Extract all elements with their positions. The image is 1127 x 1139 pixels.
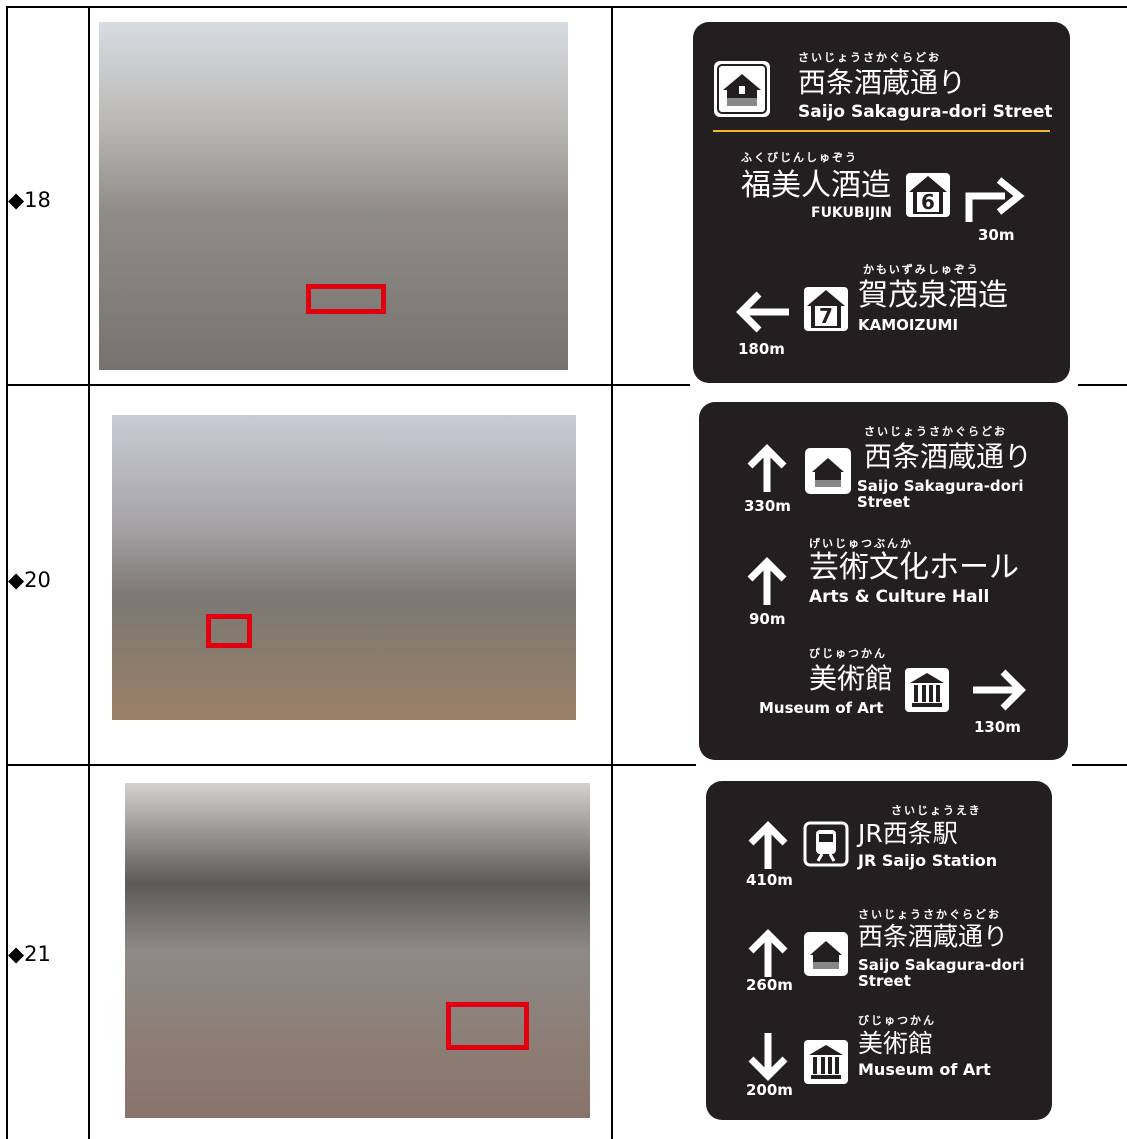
icon-train xyxy=(803,821,849,867)
distance: 330m xyxy=(744,497,791,515)
ruby: さいじょうさかぐらどお xyxy=(798,51,941,64)
border xyxy=(1072,764,1127,766)
arrow-down xyxy=(748,1033,788,1081)
arrow-left xyxy=(736,291,789,333)
highlight-box xyxy=(446,1002,529,1050)
place-name: 賀茂泉酒造 xyxy=(858,278,1008,313)
distance: 260m xyxy=(746,976,793,994)
row-label: ◆20 xyxy=(8,568,51,592)
photo xyxy=(125,783,590,1118)
ruby: びじゅつかん xyxy=(858,1014,936,1027)
ruby: げいじゅつぶんか xyxy=(809,537,913,550)
border xyxy=(611,6,613,1139)
photo xyxy=(112,415,576,720)
sign: さいじょうえき JR西条駅 JR Saijo Station 410m さいじょ… xyxy=(706,781,1052,1120)
number: 6 xyxy=(921,190,935,214)
distance: 180m xyxy=(738,340,785,358)
distance: 130m xyxy=(974,718,1021,736)
highlight-box xyxy=(206,614,252,648)
border xyxy=(6,764,696,766)
ruby: びじゅつかん xyxy=(809,647,887,660)
english-name: FUKUBIJIN xyxy=(811,205,892,221)
english-name: Saijo Sakagura-dori Street xyxy=(858,956,1025,990)
place-name: 西条酒蔵通り xyxy=(798,66,967,99)
photo xyxy=(99,22,568,370)
place-name: 芸術文化ホール xyxy=(809,550,1019,585)
border xyxy=(1078,384,1127,386)
ruby: さいじょうさかぐらどお xyxy=(864,425,1007,438)
icon-brewery xyxy=(805,448,851,494)
border xyxy=(6,6,8,1139)
place-name: 西条酒蔵通り xyxy=(864,440,1033,473)
arrow-up xyxy=(747,557,787,605)
ruby: ふくびじんしゅぞう xyxy=(741,151,858,164)
icon-museum xyxy=(804,1040,848,1084)
english-name: Museum of Art xyxy=(759,699,884,717)
sign: さいじょうさかぐらどお 西条酒蔵通り Saijo Sakagura-dori S… xyxy=(693,22,1070,383)
english-name: JR Saijo Station xyxy=(858,851,998,870)
place-name: 西条酒蔵通り xyxy=(858,922,1009,951)
place-name: 美術館 xyxy=(809,662,894,695)
ruby: かもいずみしゅぞう xyxy=(863,263,980,276)
sign: さいじょうさかぐらどお 西条酒蔵通り Saijo Sakagura-dori S… xyxy=(699,402,1068,760)
distance: 90m xyxy=(749,610,786,628)
row-label: ◆21 xyxy=(8,942,51,966)
arrow-up xyxy=(747,444,787,492)
row-label: ◆18 xyxy=(8,188,51,212)
english-name: Arts & Culture Hall xyxy=(809,587,990,607)
border xyxy=(88,6,90,1139)
english-name: Museum of Art xyxy=(858,1060,991,1079)
icon-museum xyxy=(905,668,949,712)
place-name: JR西条駅 xyxy=(858,819,958,848)
arrow-up xyxy=(748,821,788,869)
arrow-up xyxy=(748,929,788,977)
icon-brewery xyxy=(714,61,770,117)
arrow-right xyxy=(973,669,1026,711)
border xyxy=(6,384,690,386)
english-name: Saijo Sakagura-dori Street xyxy=(798,102,1053,122)
icon-brewery xyxy=(804,932,848,976)
divider xyxy=(713,130,1050,132)
ruby: さいじょうさかぐらどお xyxy=(858,908,1001,921)
place-name: 美術館 xyxy=(858,1029,934,1058)
arrow-turn-right xyxy=(965,177,1025,222)
distance: 410m xyxy=(746,871,793,889)
distance: 30m xyxy=(978,226,1015,244)
icon-number xyxy=(804,287,848,331)
border xyxy=(6,6,1127,8)
highlight-box xyxy=(306,284,386,314)
icon-number xyxy=(906,173,950,217)
distance: 200m xyxy=(746,1081,793,1099)
english-name: KAMOIZUMI xyxy=(858,316,959,334)
english-name: Saijo Sakagura-dori Street xyxy=(857,477,1024,511)
place-name: 福美人酒造 xyxy=(741,168,891,203)
ruby: さいじょうえき xyxy=(891,804,982,817)
number: 7 xyxy=(819,304,833,328)
